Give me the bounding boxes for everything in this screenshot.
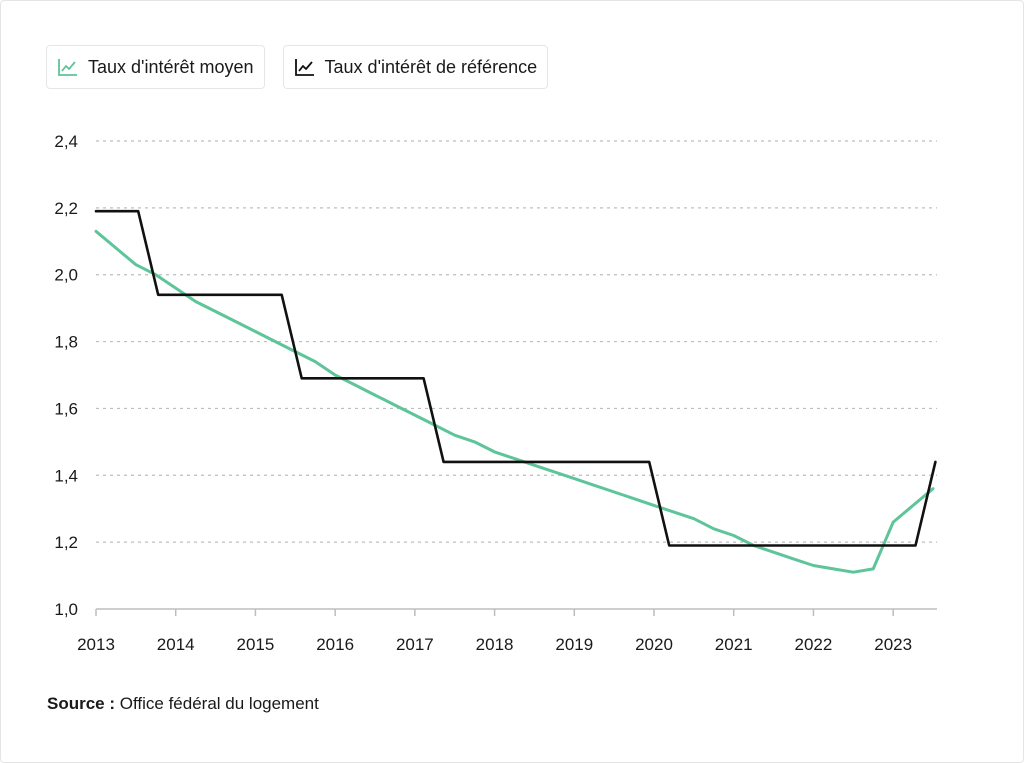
chart-legend: Taux d'intérêt moyen Taux d'intérêt de r… [46,45,549,89]
y-tick-label: 1,0 [54,600,78,619]
source-note: Source : Office fédéral du logement [47,694,319,714]
x-tick-label: 2022 [795,635,833,654]
x-axis: 2013 2014 2015 2016 2017 2018 2019 2020 2021 2022… [77,608,937,654]
y-tick-label: 1,2 [54,533,78,552]
y-tick-label: 2,0 [54,266,78,285]
legend-item-taux-reference[interactable]: Taux d'intérêt de référence [282,45,549,89]
x-tick-label: 2017 [396,635,434,654]
line-chart-icon [294,59,314,76]
y-axis: 1,0 1,2 1,4 1,6 1,8 2,0 2,2 2,4 [54,132,78,619]
x-tick-label: 2021 [715,635,753,654]
legend-label-taux-moyen: Taux d'intérêt moyen [88,56,254,77]
x-tick-label: 2013 [77,635,115,654]
x-tick-label: 2023 [874,635,912,654]
series-line-taux-moyen [94,229,935,574]
y-tick-label: 2,4 [54,132,78,151]
line-chart-icon [58,59,77,76]
legend-item-taux-moyen[interactable]: Taux d'intérêt moyen [46,45,265,89]
grid-lines [96,140,937,543]
x-tick-label: 2015 [237,635,275,654]
x-tick-label: 2019 [555,635,593,654]
y-tick-label: 1,4 [54,466,78,485]
x-tick-label: 2018 [476,635,514,654]
y-tick-label: 1,6 [54,399,78,418]
x-tick-label: 2016 [316,635,354,654]
x-tick-label: 2014 [157,635,195,654]
y-tick-label: 2,2 [54,199,78,218]
legend-label-taux-reference: Taux d'intérêt de référence [324,56,538,77]
y-tick-label: 1,8 [54,333,78,352]
source-label: Source : [47,694,116,713]
series-line-taux-reference [94,209,937,547]
source-text: Office fédéral du logement [119,694,319,713]
x-tick-label: 2020 [635,635,673,654]
series-layer [94,209,937,574]
